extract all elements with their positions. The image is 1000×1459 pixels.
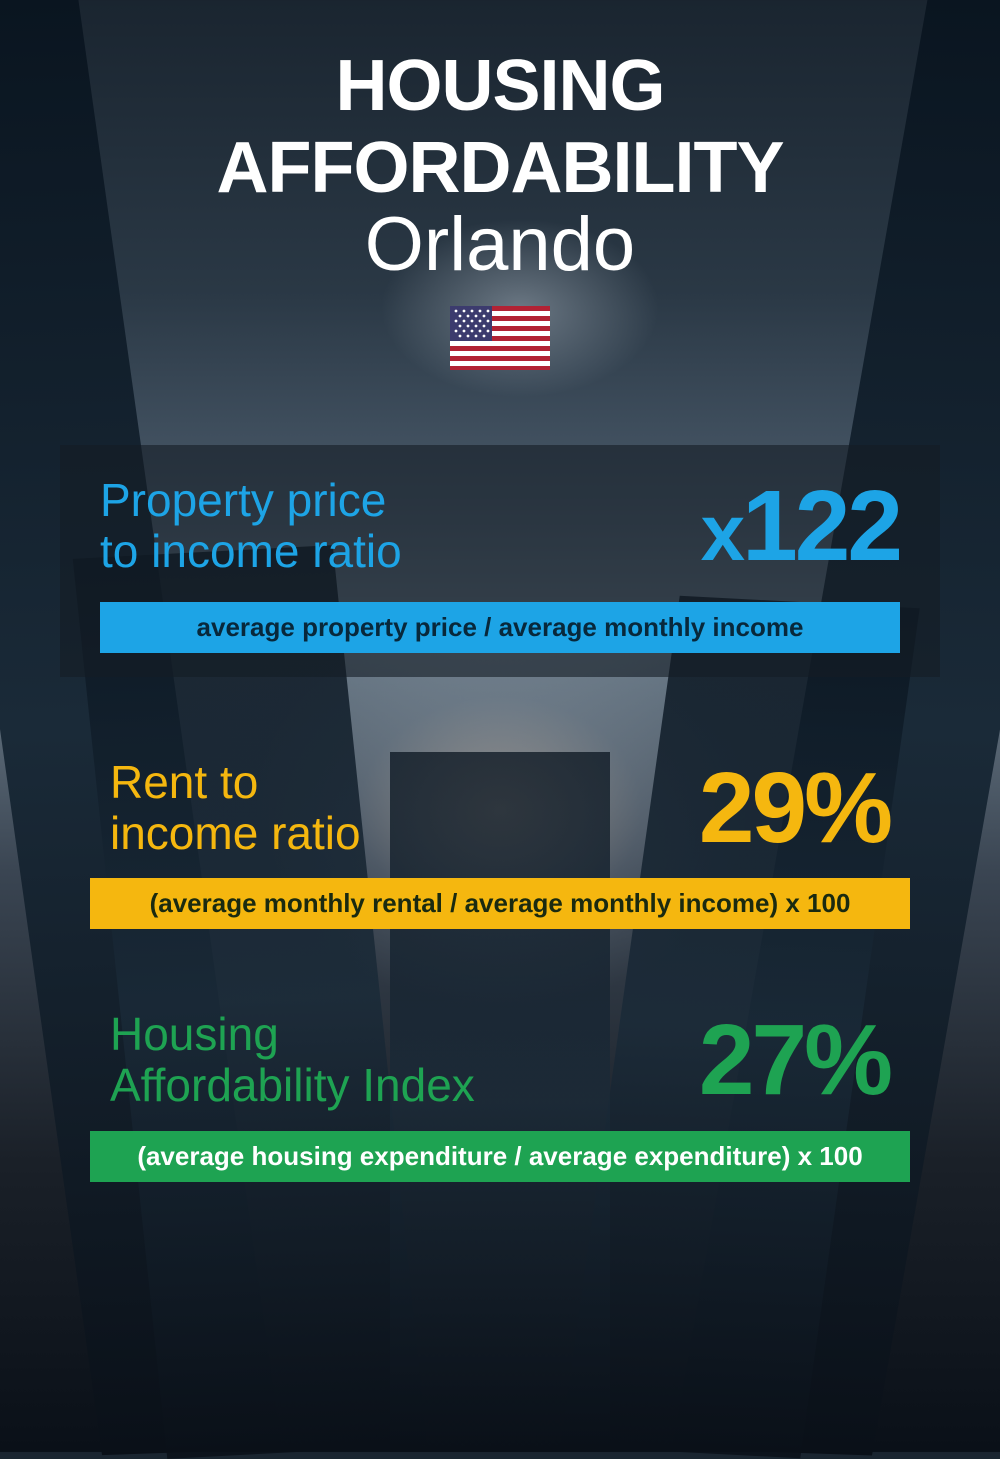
value-prefix: x xyxy=(701,488,743,577)
metric-rent-income-ratio: Rent to income ratio 29% (average monthl… xyxy=(60,757,940,929)
formula-bar: (average housing expenditure / average e… xyxy=(90,1131,910,1182)
metric-row: Rent to income ratio 29% xyxy=(60,757,940,858)
formula-bar: (average monthly rental / average monthl… xyxy=(90,878,910,929)
infographic-content: HOUSING AFFORDABILITY Orlando xyxy=(0,0,1000,1452)
metric-row: Property price to income ratio x122 xyxy=(100,475,900,576)
metric-property-price-ratio: Property price to income ratio x122 aver… xyxy=(60,445,940,677)
label-line: to income ratio xyxy=(100,525,402,577)
metric-affordability-index: Housing Affordability Index 27% (average… xyxy=(60,1009,940,1181)
value-number: 27% xyxy=(699,1004,890,1116)
metric-value: 29% xyxy=(699,763,890,853)
metric-value: 27% xyxy=(699,1015,890,1105)
label-line: income ratio xyxy=(110,807,361,859)
formula-bar: average property price / average monthly… xyxy=(100,602,900,653)
us-flag-icon xyxy=(450,306,550,370)
city-name: Orlando xyxy=(60,201,940,288)
label-line: Property price xyxy=(100,474,386,526)
value-number: 122 xyxy=(742,470,900,582)
metric-label: Rent to income ratio xyxy=(110,757,361,858)
label-line: Affordability Index xyxy=(110,1059,475,1111)
label-line: Housing xyxy=(110,1008,279,1060)
value-number: 29% xyxy=(699,752,890,864)
metric-row: Housing Affordability Index 27% xyxy=(60,1009,940,1110)
metric-label: Property price to income ratio xyxy=(100,475,402,576)
label-line: Rent to xyxy=(110,756,258,808)
page-title: HOUSING AFFORDABILITY xyxy=(60,45,940,209)
metric-panel: Property price to income ratio x122 aver… xyxy=(60,445,940,677)
header: HOUSING AFFORDABILITY Orlando xyxy=(60,45,940,375)
metric-label: Housing Affordability Index xyxy=(110,1009,475,1110)
metric-value: x122 xyxy=(701,481,900,571)
